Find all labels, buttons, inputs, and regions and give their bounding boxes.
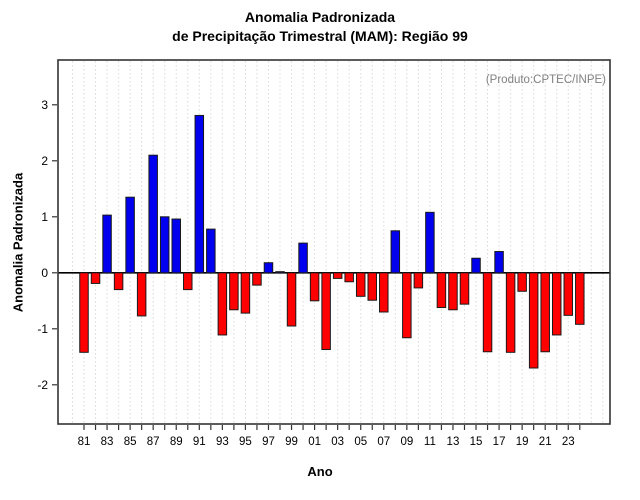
chart-title: Anomalia Padronizada de Precipitação Tri… (0, 8, 640, 46)
bar-1985 (125, 196, 135, 274)
x-axis-label: Ano (307, 464, 333, 479)
bar-1994 (229, 272, 239, 311)
x-tick-label: 85 (124, 436, 137, 448)
x-tick-label: 91 (193, 436, 206, 448)
bar-1995 (240, 272, 251, 314)
bar-2006 (367, 272, 377, 301)
bar-2020 (528, 272, 539, 369)
bar-2011 (425, 211, 435, 274)
bar-1997 (263, 262, 274, 274)
bar-2021 (540, 272, 550, 353)
bar-1990 (183, 272, 193, 291)
x-tick-label: 89 (170, 436, 183, 448)
y-tick-label: 3 (41, 98, 48, 112)
bar-2014 (459, 272, 470, 305)
x-tick-label: 15 (470, 436, 483, 448)
y-tick-label: -2 (37, 378, 48, 392)
bar-1982 (90, 272, 101, 284)
bar-1993 (217, 272, 228, 336)
x-tick-label: 19 (516, 436, 529, 448)
bar-2022 (551, 272, 562, 336)
x-tick-label: 09 (400, 436, 413, 448)
x-tick-label: 87 (147, 436, 160, 448)
bar-2013 (448, 272, 458, 311)
bar-2000 (298, 242, 308, 274)
x-tick-label: 01 (308, 436, 321, 448)
bar-2001 (309, 272, 320, 302)
bar-1989 (171, 218, 181, 274)
bar-2024 (575, 272, 585, 325)
bar-2007 (379, 272, 389, 313)
plot-border (57, 59, 611, 425)
y-tick-label: 2 (41, 154, 48, 168)
bar-1991 (194, 114, 205, 274)
bar-2018 (505, 272, 516, 353)
bar-2010 (413, 272, 424, 289)
bar-1999 (286, 272, 297, 327)
bar-1992 (206, 228, 216, 274)
x-tick-label: 81 (78, 436, 91, 448)
x-tick-label: 97 (262, 436, 275, 448)
x-tick-label: 23 (562, 436, 575, 448)
bar-1986 (136, 272, 147, 317)
x-tick-label: 21 (539, 436, 552, 448)
bar-2009 (402, 272, 412, 339)
x-tick-label: 99 (285, 436, 298, 448)
y-axis-label: Anomalia Padronizada (10, 172, 26, 313)
chart-title-line1: Anomalia Padronizada (244, 9, 396, 25)
bar-1998 (275, 271, 285, 274)
bar-1996 (252, 272, 262, 286)
bar-2005 (355, 272, 366, 297)
chart-title-line2: de Precipitação Trimestral (MAM): Região… (172, 28, 468, 44)
bar-2016 (482, 272, 493, 353)
bar-1987 (148, 154, 158, 274)
x-tick-label: 17 (493, 436, 506, 448)
bar-1981 (79, 272, 89, 353)
y-tick-label: 0 (41, 266, 48, 280)
x-tick-label: 83 (101, 436, 114, 448)
bar-1984 (113, 272, 124, 291)
x-tick-label: 93 (216, 436, 229, 448)
bar-2002 (321, 272, 331, 351)
bar-1983 (102, 214, 112, 274)
bar-2017 (494, 251, 504, 274)
bar-2023 (563, 272, 574, 316)
y-tick-label: 1 (41, 210, 48, 224)
source-annotation: (Produto:CPTEC/INPE) (485, 74, 606, 86)
bar-2019 (517, 272, 527, 292)
bar-2012 (436, 272, 447, 309)
x-tick-label: 11 (424, 436, 436, 448)
x-tick-label: 03 (331, 436, 344, 448)
bar-1988 (159, 216, 170, 274)
x-tick-label: 13 (447, 436, 460, 448)
y-tick-label: -1 (37, 322, 48, 336)
bar-2003 (332, 272, 343, 279)
x-tick-label: 05 (354, 436, 367, 448)
bar-2008 (390, 230, 401, 274)
bar-2004 (344, 272, 354, 283)
x-tick-label: 95 (239, 436, 252, 448)
bar-2015 (471, 257, 481, 274)
x-tick-label: 07 (377, 436, 390, 448)
